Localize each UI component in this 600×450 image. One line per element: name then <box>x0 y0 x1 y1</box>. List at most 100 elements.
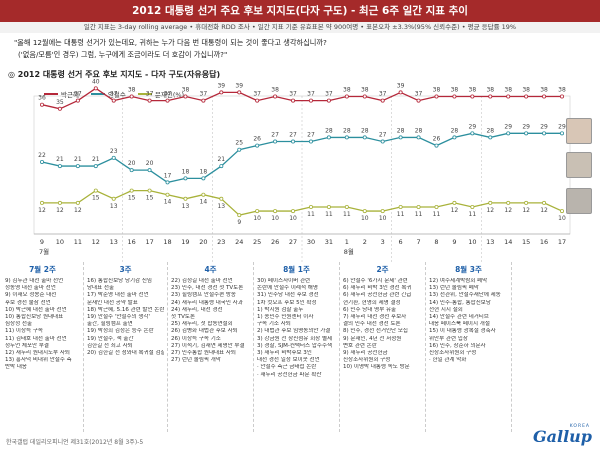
data-point <box>452 200 457 205</box>
data-point <box>57 200 62 205</box>
data-label: 17 <box>164 172 172 179</box>
event-note: 11) 이상득 구속 <box>5 328 43 335</box>
data-label: 28 <box>486 127 494 134</box>
data-label: 37 <box>325 91 333 98</box>
data-point <box>93 164 98 169</box>
event-note: 26) 김병화 대법관 후보 사퇴 <box>171 328 238 335</box>
data-label: 36 <box>38 95 46 102</box>
event-note: 9) 문재인, 4년 전 서청원 <box>343 335 402 342</box>
event-note: 대응 페이스북 페이지 개설 <box>429 321 490 328</box>
data-label: 38 <box>128 87 136 94</box>
data-label: 13 <box>182 203 190 210</box>
data-label: 10 <box>271 215 279 222</box>
x-tick-label: 16 <box>540 238 548 246</box>
x-tick-label: 2 <box>363 238 367 246</box>
data-label: 12 <box>486 207 494 214</box>
legend-label: 문재인(%) <box>154 91 185 99</box>
x-tick-label: 25 <box>253 238 261 246</box>
data-point <box>560 209 565 214</box>
data-label: 38 <box>451 87 459 94</box>
data-label: 39 <box>235 82 243 89</box>
data-point <box>93 86 98 91</box>
x-tick-label: 6 <box>399 238 403 246</box>
data-point <box>255 209 260 214</box>
week-title: 2주 <box>376 265 389 274</box>
data-point <box>416 204 421 209</box>
week-title: 4주 <box>204 265 217 274</box>
data-label: 39 <box>217 82 225 89</box>
event-note: 3) 경찰, SJM-컨택터스 압수수색 <box>257 342 333 349</box>
event-note: 논란에 안철수 이례적 해명 <box>257 285 318 292</box>
data-label: 39 <box>397 82 405 89</box>
x-tick-label: 27 <box>289 238 297 246</box>
event-note: 19) 안철수, 책 출간 <box>87 335 134 342</box>
x-tick-label: 23 <box>217 238 225 246</box>
event-note: 출간, 힐링캠프 출연 <box>87 321 133 328</box>
data-point <box>291 209 296 214</box>
event-note: 김한길 전 최고 사퇴 <box>87 342 133 349</box>
data-label: 10 <box>289 215 297 222</box>
data-label: 28 <box>415 127 423 134</box>
event-note: 현기환, 현영희 제명 결정 <box>343 299 401 306</box>
legend-label: 안철수 <box>107 91 126 99</box>
series-line-2 <box>42 189 563 216</box>
event-note: 12) 여수세계박람회 폐막 <box>429 278 488 284</box>
data-point <box>308 139 313 144</box>
data-label: 20 <box>128 160 136 167</box>
data-point <box>201 98 206 103</box>
data-label: 38 <box>469 87 477 94</box>
data-point <box>75 164 80 169</box>
data-label: 37 <box>200 91 208 98</box>
data-point <box>398 135 403 140</box>
data-point <box>219 164 224 169</box>
x-tick-label: 31 <box>325 238 333 246</box>
event-note: 26) 이상득 구속 기소 <box>171 335 221 342</box>
data-point <box>237 213 242 218</box>
candidate-photo-park <box>566 118 592 144</box>
legend-swatch <box>44 93 58 95</box>
data-label: 37 <box>379 91 387 98</box>
data-point <box>344 204 349 209</box>
data-label: 40 <box>92 78 100 85</box>
week-title: 8월 1주 <box>283 265 310 274</box>
data-label: 28 <box>325 127 333 134</box>
data-label: 10 <box>379 215 387 222</box>
x-tick-label: 30 <box>307 238 315 246</box>
x-tick-label: 3 <box>381 238 385 246</box>
event-note: 당대표 선출 <box>87 285 115 292</box>
candidate-photo-moon <box>566 188 592 214</box>
data-label: 27 <box>307 132 315 139</box>
data-label: 38 <box>504 87 512 94</box>
event-note: 문재인 대선 공약 발표 <box>87 299 138 306</box>
data-label: 28 <box>361 127 369 134</box>
data-label: 38 <box>182 87 190 94</box>
data-label: 12 <box>56 207 64 214</box>
data-label: 11 <box>469 211 477 218</box>
data-label: 38 <box>361 87 369 94</box>
week-title: 8월 3주 <box>455 265 482 274</box>
data-label: 10 <box>558 215 566 222</box>
data-point <box>434 143 439 148</box>
data-point <box>57 164 62 169</box>
week-title: 3주 <box>119 265 132 274</box>
event-note: 6) 민주 당대 명부 유출 <box>343 306 397 313</box>
event-note: 결의 민주 대선 경선 토론 <box>343 321 401 328</box>
data-point <box>452 135 457 140</box>
data-label: 18 <box>200 168 208 175</box>
data-point <box>362 209 367 214</box>
data-label: 12 <box>522 207 530 214</box>
data-label: 29 <box>504 123 512 130</box>
event-note: 12) 새누리 원내지도부 사퇴 <box>5 350 70 357</box>
data-point <box>542 200 547 205</box>
data-point <box>326 135 331 140</box>
x-tick-label: 20 <box>199 238 207 246</box>
data-label: 11 <box>397 211 405 218</box>
data-point <box>488 94 493 99</box>
series-line-0 <box>41 87 562 110</box>
data-point <box>255 98 260 103</box>
data-point <box>326 204 331 209</box>
data-point <box>380 209 385 214</box>
event-note: 23) 민주, 대선 경선 첫 TV토론 <box>171 285 244 292</box>
event-note: 9) 새누리 공천헌금 <box>343 350 388 357</box>
data-label: 38 <box>558 87 566 94</box>
